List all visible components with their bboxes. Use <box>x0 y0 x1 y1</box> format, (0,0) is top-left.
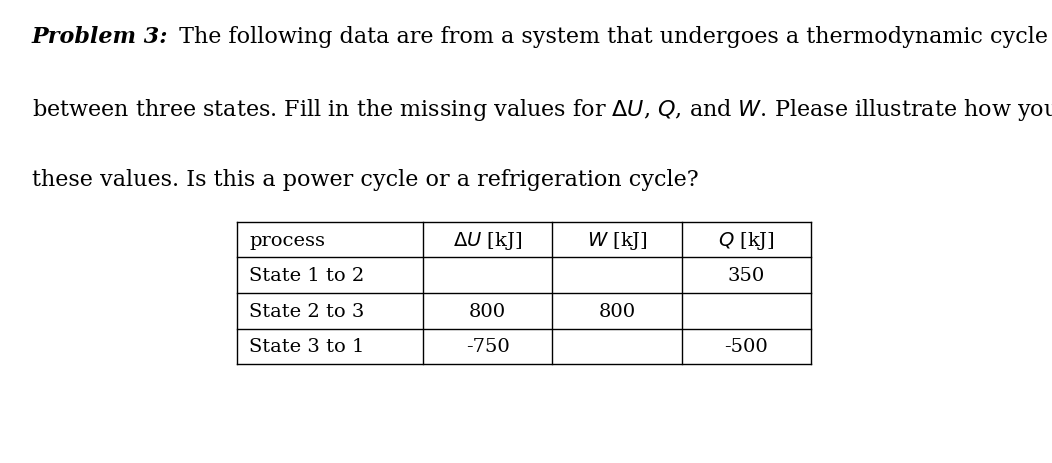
Text: 350: 350 <box>728 267 765 285</box>
Text: process: process <box>249 231 325 249</box>
Text: -500: -500 <box>725 338 768 356</box>
Text: $Q$ [kJ]: $Q$ [kJ] <box>719 229 774 251</box>
Text: $W$ [kJ]: $W$ [kJ] <box>587 229 647 251</box>
Text: State 3 to 1: State 3 to 1 <box>249 338 365 356</box>
Text: -750: -750 <box>466 338 509 356</box>
Text: The following data are from a system that undergoes a thermodynamic cycle: The following data are from a system tha… <box>173 25 1048 47</box>
Text: State 2 to 3: State 2 to 3 <box>249 302 365 320</box>
Text: between three states. Fill in the missing values for $\Delta U$, $Q$, and $W$. P: between three states. Fill in the missin… <box>32 97 1052 123</box>
Text: $\Delta U$ [kJ]: $\Delta U$ [kJ] <box>453 229 522 251</box>
Text: 800: 800 <box>599 302 635 320</box>
Text: Problem 3:: Problem 3: <box>32 25 168 47</box>
Text: State 1 to 2: State 1 to 2 <box>249 267 365 285</box>
Text: these values. Is this a power cycle or a refrigeration cycle?: these values. Is this a power cycle or a… <box>32 169 699 191</box>
Text: 800: 800 <box>469 302 506 320</box>
